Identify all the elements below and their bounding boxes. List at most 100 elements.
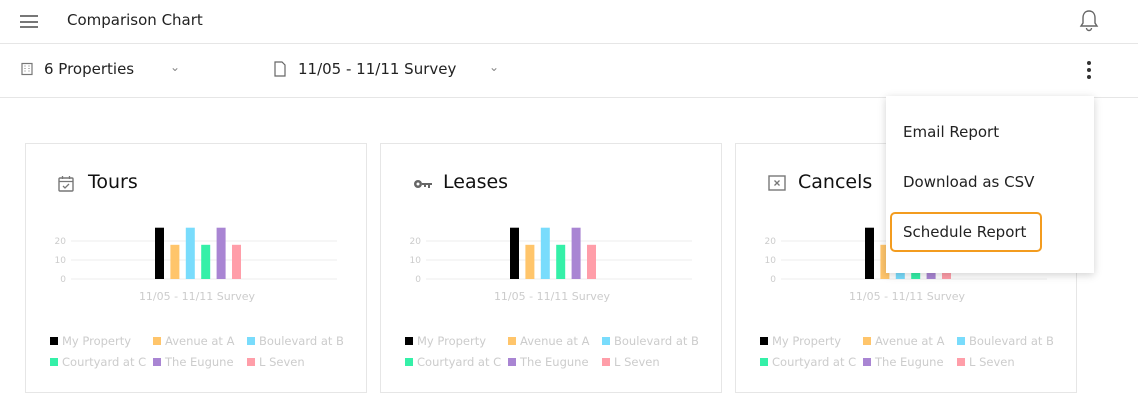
cancel-box-icon	[768, 175, 786, 195]
legend-label: The Eugune	[875, 355, 944, 369]
menu-icon[interactable]	[20, 15, 38, 28]
legend-item[interactable]: My Property	[760, 334, 841, 348]
legend-item[interactable]: My Property	[405, 334, 486, 348]
y-tick-label: 10	[410, 256, 422, 266]
card-title: Leases	[443, 171, 509, 193]
chart-card-leases: Leases 0 10 20 11/05 - 11/11 Survey My Proper…	[380, 143, 722, 393]
legend-item[interactable]: Boulevard at B	[247, 334, 344, 348]
legend-label: Avenue at A	[165, 334, 235, 348]
legend-item[interactable]: Boulevard at B	[957, 334, 1054, 348]
legend-item[interactable]: Boulevard at B	[602, 334, 699, 348]
legend-swatch	[957, 337, 965, 345]
legend-item[interactable]: L Seven	[602, 355, 660, 369]
legend-item[interactable]: Courtyard at C	[50, 355, 146, 369]
survey-select[interactable]: 11/05 - 11/11 Survey ⌄	[273, 60, 499, 78]
legend-label: Courtyard at C	[772, 355, 857, 369]
legend-item[interactable]: Avenue at A	[508, 334, 589, 348]
building-icon	[21, 62, 33, 76]
legend-label: Avenue at A	[875, 334, 945, 348]
legend-item[interactable]: L Seven	[957, 355, 1015, 369]
bar-courtyard-at-c	[556, 244, 566, 279]
legend-item[interactable]: Avenue at A	[863, 334, 944, 348]
bell-icon[interactable]	[1078, 9, 1100, 33]
x-axis-label: 11/05 - 11/11 Survey	[139, 290, 256, 303]
chevron-down-icon: ⌄	[170, 60, 181, 74]
legend-swatch	[247, 358, 255, 366]
legend-label: L Seven	[969, 355, 1015, 369]
legend-label: My Property	[62, 334, 132, 348]
legend-label: Avenue at A	[520, 334, 590, 348]
legend-item[interactable]: L Seven	[247, 355, 305, 369]
bar-l-seven	[587, 244, 596, 279]
legend-item[interactable]: The Eugune	[863, 355, 944, 369]
page-title: Comparison Chart	[67, 11, 203, 29]
bar-l-seven	[232, 244, 241, 279]
bar-avenue-at-a	[525, 244, 535, 279]
legend-swatch	[508, 358, 516, 366]
legend-item[interactable]: Avenue at A	[153, 334, 234, 348]
legend-swatch	[863, 337, 871, 345]
key-icon	[413, 175, 433, 194]
menu-item-email-report[interactable]: Email Report	[903, 123, 1000, 141]
legend-label: My Property	[772, 334, 842, 348]
legend-swatch	[760, 358, 768, 366]
legend-label: Courtyard at C	[62, 355, 147, 369]
x-axis-label: 11/05 - 11/11 Survey	[494, 290, 611, 303]
legend-label: The Eugune	[520, 355, 589, 369]
more-options-button[interactable]	[1083, 61, 1095, 83]
bar-avenue-at-a	[880, 244, 890, 279]
legend-item[interactable]: The Eugune	[153, 355, 234, 369]
legend-swatch	[153, 358, 161, 366]
bar-chart: 0 10 20 11/05 - 11/11 Survey	[55, 227, 337, 303]
bar-the-eugune	[216, 227, 226, 279]
y-tick-label: 0	[415, 275, 421, 285]
legend-swatch	[863, 358, 871, 366]
legend-swatch	[602, 337, 610, 345]
bar-the-eugune	[571, 227, 581, 279]
bar-my-property	[510, 227, 519, 279]
legend-item[interactable]: Courtyard at C	[760, 355, 856, 369]
legend-swatch	[50, 337, 58, 345]
bar-boulevard-at-b	[540, 227, 550, 279]
options-menu: Email Report Download as CSV Schedule Re…	[886, 96, 1094, 273]
legend-swatch	[50, 358, 58, 366]
legend-swatch	[405, 358, 413, 366]
properties-select[interactable]: 6 Properties ⌄	[20, 60, 180, 78]
legend-item[interactable]: Courtyard at C	[405, 355, 501, 369]
legend-swatch	[508, 337, 516, 345]
y-tick-label: 20	[55, 237, 67, 247]
chart-card-tours: Tours 0 10 20 11/05 - 11/11 Survey My Propert…	[25, 143, 367, 393]
legend-label: L Seven	[259, 355, 305, 369]
bar-chart: 0 10 20 11/05 - 11/11 Survey	[410, 227, 692, 303]
x-axis-label: 11/05 - 11/11 Survey	[849, 290, 966, 303]
menu-item-download-csv[interactable]: Download as CSV	[903, 173, 1035, 191]
y-tick-label: 10	[765, 256, 777, 266]
bar-my-property	[865, 227, 874, 279]
legend-label: L Seven	[614, 355, 660, 369]
legend-item[interactable]: My Property	[50, 334, 131, 348]
legend-label: Boulevard at B	[969, 334, 1054, 348]
survey-label: 11/05 - 11/11 Survey	[298, 60, 457, 78]
y-tick-label: 0	[770, 275, 776, 285]
legend-label: Boulevard at B	[259, 334, 344, 348]
legend-swatch	[957, 358, 965, 366]
legend-label: The Eugune	[165, 355, 234, 369]
legend-label: Courtyard at C	[417, 355, 502, 369]
toolbar: 6 Properties ⌄ 11/05 - 11/11 Survey ⌄	[0, 44, 1138, 98]
legend-swatch	[153, 337, 161, 345]
menu-item-schedule-report[interactable]: Schedule Report	[890, 212, 1042, 252]
legend-swatch	[760, 337, 768, 345]
y-tick-label: 10	[55, 256, 67, 266]
legend-swatch	[602, 358, 610, 366]
document-icon	[274, 61, 286, 77]
app-header: Comparison Chart	[0, 0, 1138, 44]
properties-label: 6 Properties	[44, 60, 135, 78]
legend-label: My Property	[417, 334, 487, 348]
y-tick-label: 20	[410, 237, 422, 247]
card-title: Cancels	[798, 171, 873, 193]
bar-courtyard-at-c	[201, 244, 211, 279]
legend-label: Boulevard at B	[614, 334, 699, 348]
legend-item[interactable]: The Eugune	[508, 355, 589, 369]
y-tick-label: 0	[60, 275, 66, 285]
legend-swatch	[247, 337, 255, 345]
